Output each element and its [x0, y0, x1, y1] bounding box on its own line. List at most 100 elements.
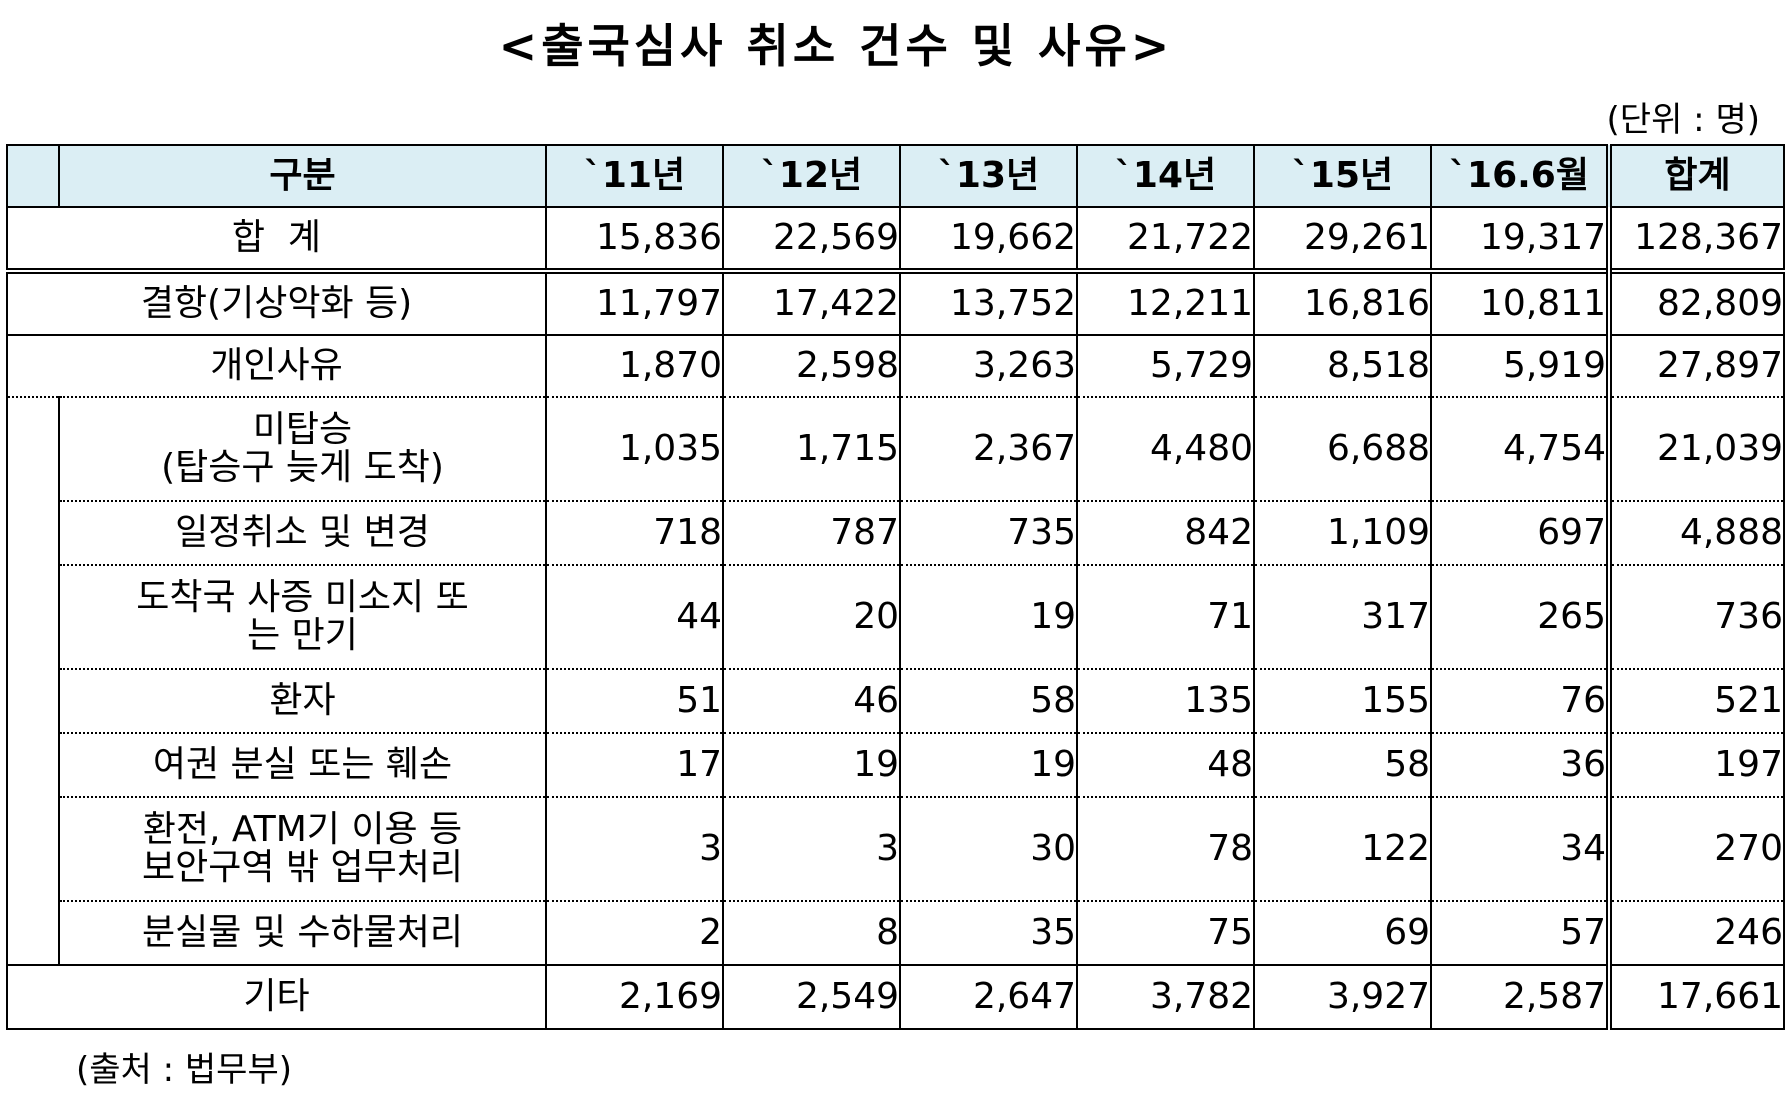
cell-total: 197: [1606, 732, 1785, 798]
cell-value: 1,109: [1253, 500, 1432, 566]
cell-total: 27,897: [1606, 334, 1785, 398]
table-row: 여권 분실 또는 훼손 17 19 19 48 58 36 197: [7, 732, 1785, 798]
row-label: 환자: [58, 668, 547, 734]
row-label: 미탑승 (탑승구 늦게 도착): [58, 396, 547, 502]
table-row: 분실물 및 수하물처리 2 8 35 75 69 57 246: [7, 900, 1785, 966]
cell-value: 34: [1430, 796, 1610, 902]
cell-value: 48: [1076, 732, 1255, 798]
table-row: 개인사유 1,870 2,598 3,263 5,729 8,518 5,919…: [6, 334, 1785, 398]
statistics-table: 구분 `11년 `12년 `13년 `14년 `15년 `16.6월 합계 합 …: [6, 144, 1785, 1030]
row-label-line: 환전, ATM기 이용 등: [142, 809, 463, 851]
table-row: 결항(기상악화 등) 11,797 17,422 13,752 12,211 1…: [6, 268, 1785, 336]
cell-total: 246: [1606, 900, 1785, 966]
cell-value: 1,715: [722, 396, 901, 502]
cell-total: 4,888: [1606, 500, 1785, 566]
cell-value: 44: [545, 564, 724, 670]
cell-value: 5,729: [1076, 334, 1255, 398]
cell-value: 19: [899, 732, 1078, 798]
cell-total: 270: [1606, 796, 1785, 902]
cell-value: 3,263: [899, 334, 1078, 398]
header-total: 합계: [1606, 144, 1785, 208]
cell-value: 19,317: [1430, 206, 1610, 272]
cell-value: 12,211: [1076, 268, 1255, 336]
cell-value: 21,722: [1076, 206, 1255, 272]
cell-value: 718: [545, 500, 724, 566]
header-corner: [6, 144, 60, 208]
cell-value: 1,870: [545, 334, 724, 398]
cell-value: 57: [1430, 900, 1610, 966]
cell-value: 1,035: [545, 396, 724, 502]
cell-value: 22,569: [722, 206, 901, 272]
cell-value: 51: [545, 668, 724, 734]
cell-value: 19,662: [899, 206, 1078, 272]
cell-value: 787: [722, 500, 901, 566]
cell-value: 69: [1253, 900, 1432, 966]
table-row: 일정취소 및 변경 718 787 735 842 1,109 697 4,88…: [7, 500, 1785, 566]
cell-value: 135: [1076, 668, 1255, 734]
cell-total: 17,661: [1606, 964, 1785, 1030]
cell-value: 19: [722, 732, 901, 798]
cell-value: 2,549: [722, 964, 901, 1030]
header-year: `16.6월: [1430, 144, 1610, 208]
cell-total: 21,039: [1606, 396, 1785, 502]
indent-spacer: [6, 397, 60, 965]
cell-value: 2,647: [899, 964, 1078, 1030]
row-label: 결항(기상악화 등): [6, 268, 547, 336]
table-row: 환자 51 46 58 135 155 76 521: [7, 668, 1785, 734]
cell-value: 735: [899, 500, 1078, 566]
cell-value: 58: [1253, 732, 1432, 798]
cell-value: 46: [722, 668, 901, 734]
row-label-line: 보안구역 밖 업무처리: [142, 847, 463, 888]
cell-value: 78: [1076, 796, 1255, 902]
row-label: 여권 분실 또는 훼손: [58, 732, 547, 798]
cell-value: 75: [1076, 900, 1255, 966]
cell-value: 8: [722, 900, 901, 966]
cell-value: 35: [899, 900, 1078, 966]
cell-value: 29,261: [1253, 206, 1432, 272]
header-year: `11년: [545, 144, 724, 208]
row-label: 일정취소 및 변경: [58, 500, 547, 566]
header-category: 구분: [58, 144, 547, 208]
cell-value: 19: [899, 564, 1078, 670]
header-year: `12년: [722, 144, 901, 208]
row-label: 분실물 및 수하물처리: [58, 900, 547, 966]
cell-value: 2,587: [1430, 964, 1610, 1030]
cell-value: 15,836: [545, 206, 724, 272]
cell-value: 16,816: [1253, 268, 1432, 336]
cell-value: 11,797: [545, 268, 724, 336]
cell-value: 697: [1430, 500, 1610, 566]
cell-value: 10,811: [1430, 268, 1610, 336]
row-label: 합 계: [6, 206, 547, 272]
row-label-line: 도착국 사증 미소지 또: [136, 577, 469, 619]
row-label: 환전, ATM기 이용 등 보안구역 밖 업무처리: [58, 796, 547, 902]
cell-total: 82,809: [1606, 268, 1785, 336]
cell-value: 155: [1253, 668, 1432, 734]
cell-value: 3: [722, 796, 901, 902]
cell-value: 36: [1430, 732, 1610, 798]
page-title: <출국심사 취소 건수 및 사유>: [498, 19, 1174, 73]
cell-value: 76: [1430, 668, 1610, 734]
cell-value: 2,367: [899, 396, 1078, 502]
cell-value: 17: [545, 732, 724, 798]
cell-value: 122: [1253, 796, 1432, 902]
cell-total: 736: [1606, 564, 1785, 670]
row-label-line: 미탑승: [252, 409, 353, 451]
header-row: 구분 `11년 `12년 `13년 `14년 `15년 `16.6월 합계: [6, 144, 1785, 208]
cell-value: 2: [545, 900, 724, 966]
unit-label: (단위 : 명): [1606, 100, 1760, 140]
row-label: 기타: [6, 964, 547, 1030]
table-row: 합 계 15,836 22,569 19,662 21,722 29,261 1…: [6, 206, 1785, 272]
header-year: `14년: [1076, 144, 1255, 208]
cell-value: 20: [722, 564, 901, 670]
cell-value: 2,169: [545, 964, 724, 1030]
cell-value: 317: [1253, 564, 1432, 670]
cell-value: 2,598: [722, 334, 901, 398]
header-year: `13년: [899, 144, 1078, 208]
cell-value: 4,754: [1430, 396, 1610, 502]
table-row: 도착국 사증 미소지 또 는 만기 44 20 19 71 317 265 73…: [7, 564, 1785, 670]
row-label: 개인사유: [6, 334, 547, 398]
row-label-line: (탑승구 늦게 도착): [161, 447, 444, 488]
header-year: `15년: [1253, 144, 1432, 208]
table-row: 환전, ATM기 이용 등 보안구역 밖 업무처리 3 3 30 78 122 …: [7, 796, 1785, 902]
cell-value: 265: [1430, 564, 1610, 670]
